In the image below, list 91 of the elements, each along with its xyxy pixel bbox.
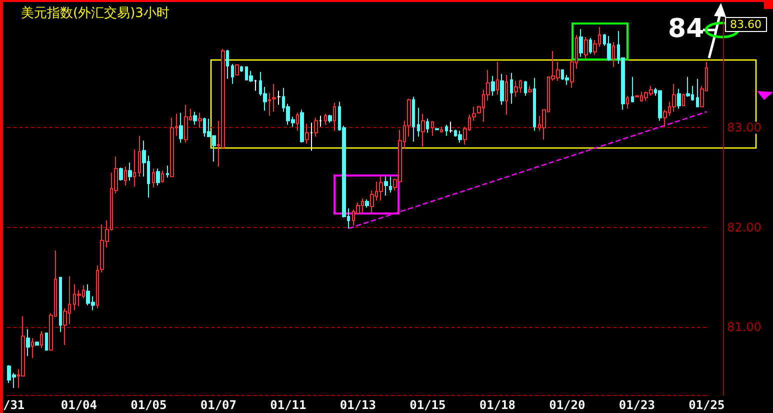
candlestick xyxy=(45,332,48,351)
candlestick xyxy=(514,80,518,98)
candlestick xyxy=(226,49,229,80)
x-tick-label: 01/05 xyxy=(130,398,167,412)
candlestick xyxy=(431,121,434,136)
candlestick xyxy=(161,170,164,184)
y-tick-label: 83.00 xyxy=(727,120,762,135)
candlestick xyxy=(277,90,281,106)
candlestick xyxy=(607,35,611,62)
candlestick xyxy=(458,130,462,144)
candlestick xyxy=(314,117,318,138)
candlestick xyxy=(496,61,499,96)
candlestick xyxy=(272,83,276,112)
x-tick-label: 01/20 xyxy=(549,398,586,412)
candlestick xyxy=(156,168,160,186)
candlestick xyxy=(31,338,34,359)
candlestick xyxy=(96,264,99,309)
candlestick xyxy=(240,65,243,72)
candlestick xyxy=(184,104,188,144)
candlestick xyxy=(626,95,629,110)
candlestick xyxy=(324,113,327,126)
candlestick xyxy=(524,80,527,96)
candlestick xyxy=(231,63,234,84)
candlestick xyxy=(421,113,425,148)
candlestick xyxy=(124,166,127,186)
candlestick xyxy=(658,90,662,122)
candlestick xyxy=(584,36,588,60)
candlestick xyxy=(26,328,30,357)
x-tick-label: 01/23 xyxy=(618,398,655,412)
x-tick-label: 01/04 xyxy=(60,398,97,412)
candlestick xyxy=(510,72,513,104)
candlestick xyxy=(310,122,313,152)
candlestick xyxy=(440,126,443,134)
candlestick xyxy=(449,121,453,134)
candlestick xyxy=(296,112,299,132)
candlestick xyxy=(389,176,392,194)
candlestick xyxy=(612,41,615,68)
candlestick xyxy=(305,123,309,144)
candlestick xyxy=(152,168,155,188)
candlestick xyxy=(40,330,43,349)
candlestick xyxy=(319,115,322,128)
candlestick xyxy=(491,75,495,96)
candlestick xyxy=(500,73,504,106)
y-tick-label: 82.00 xyxy=(727,220,762,234)
candlestick xyxy=(119,167,123,182)
candlestick xyxy=(445,124,448,136)
candlestick xyxy=(505,74,508,116)
chart-title: 美元指数(外汇交易)3小时 xyxy=(21,5,170,21)
candlestick xyxy=(631,76,634,102)
candlestick xyxy=(686,76,690,98)
annotation: 84 xyxy=(668,14,704,44)
candlestick xyxy=(328,114,332,124)
candlestick xyxy=(426,118,429,134)
x-tick-label: 01/13 xyxy=(340,398,376,412)
candlestick xyxy=(166,165,169,178)
candlestick xyxy=(198,112,202,128)
x-tick-label: 01/25 xyxy=(688,398,725,412)
y-tick-label: 81.00 xyxy=(727,320,762,334)
candlestick xyxy=(128,162,132,182)
candlestick xyxy=(379,176,383,202)
candlestick xyxy=(384,176,388,196)
candlestick xyxy=(365,199,369,208)
candlestick xyxy=(589,37,592,54)
candlestick xyxy=(133,149,136,188)
candlestick xyxy=(677,88,681,110)
candlestick xyxy=(682,93,685,106)
candlestick xyxy=(179,112,183,144)
x-tick-label: 01/18 xyxy=(479,398,516,412)
x-tick-label: 01/11 xyxy=(270,398,306,412)
candlestick xyxy=(333,102,336,132)
candlestick xyxy=(59,276,62,333)
x-tick-label: 01/15 xyxy=(410,398,446,412)
candlestick xyxy=(235,64,239,76)
text: 83.60 xyxy=(725,17,766,32)
candlestick xyxy=(300,109,304,144)
candlestick xyxy=(268,92,271,116)
candlestick xyxy=(170,117,174,178)
candlestick xyxy=(254,79,257,92)
candlestick xyxy=(138,135,141,178)
candlestick xyxy=(412,96,415,142)
candlestick xyxy=(35,342,39,346)
candlestick xyxy=(533,77,536,132)
x-tick-label: 01/07 xyxy=(200,398,236,412)
x-tick-label: /31 xyxy=(2,398,25,412)
candlestick xyxy=(672,83,676,112)
candlestick xyxy=(417,107,420,138)
candlestick xyxy=(579,28,583,58)
candlestick xyxy=(528,85,532,94)
candlestick xyxy=(193,111,197,126)
candlestick xyxy=(696,78,699,108)
candlestick xyxy=(249,70,253,82)
